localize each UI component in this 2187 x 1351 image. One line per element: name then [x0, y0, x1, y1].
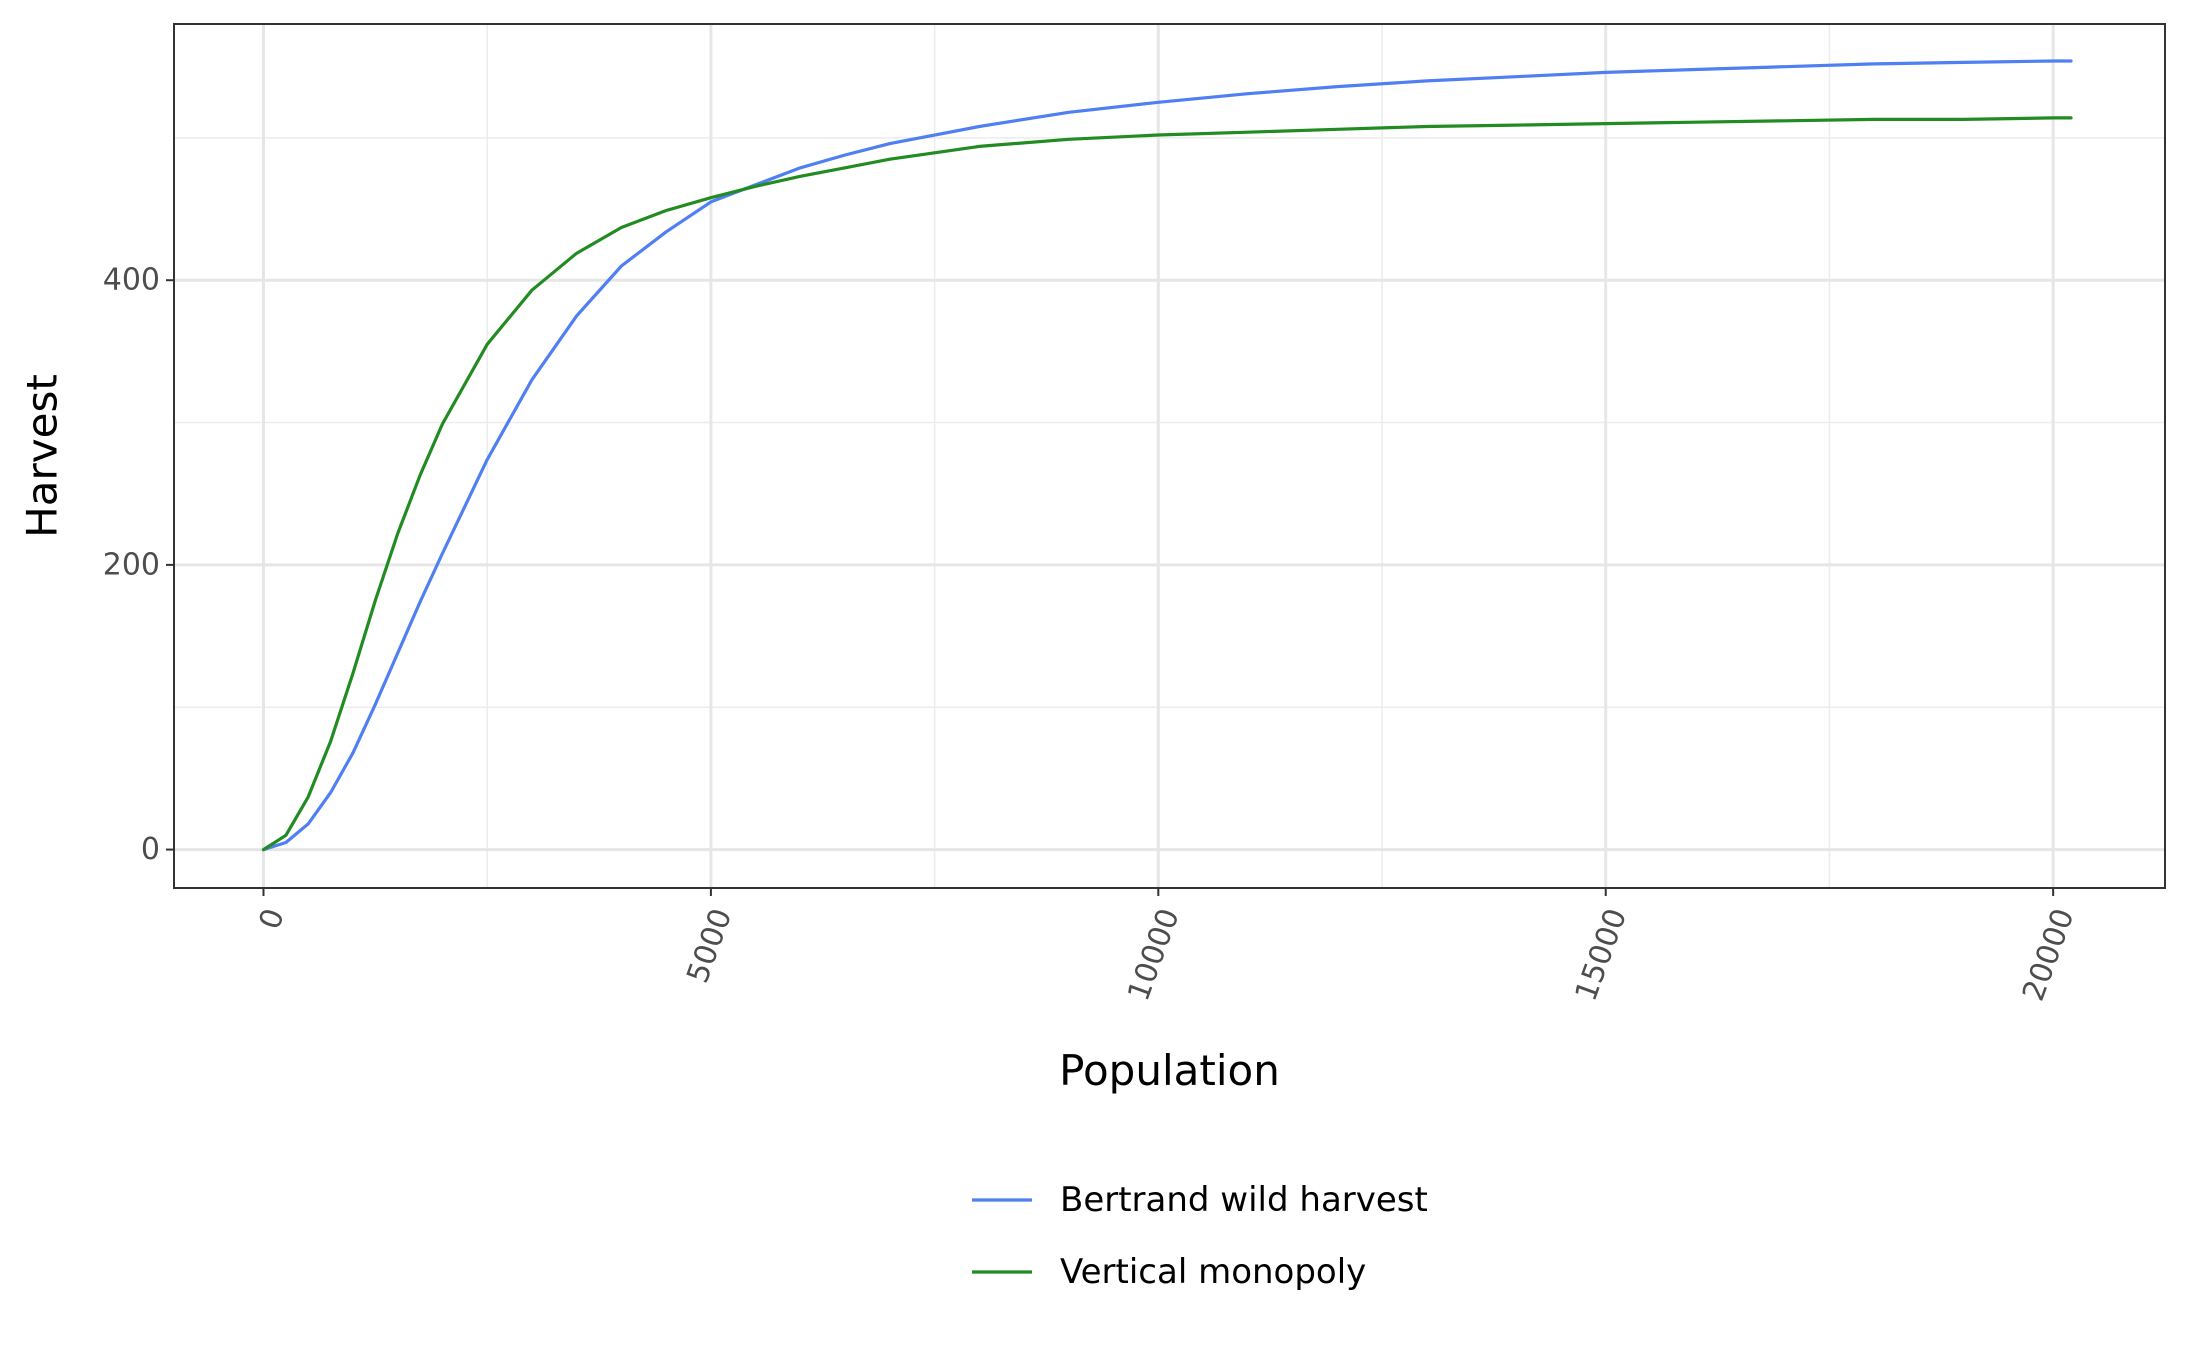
y-axis-title: Harvest [18, 374, 67, 538]
y-tick-label: 0 [141, 832, 160, 867]
axis-ticks [166, 279, 2055, 896]
legend-label-1: Bertrand wild harvest [1060, 1180, 1428, 1220]
plot-border [173, 23, 2166, 889]
y-tick-label: 400 [103, 263, 160, 298]
series-line-1 [261, 59, 2073, 852]
grid-major [174, 24, 2165, 888]
x-axis-title: Population [1059, 1046, 1280, 1095]
legend-label-2: Vertical monopoly [1060, 1252, 1366, 1292]
grid-minor [174, 24, 2165, 888]
series-layer [261, 59, 2073, 852]
series-line-2 [261, 116, 2073, 852]
y-tick-label: 200 [103, 547, 160, 582]
legend: Bertrand wild harvest Vertical monopoly [972, 1180, 1428, 1292]
